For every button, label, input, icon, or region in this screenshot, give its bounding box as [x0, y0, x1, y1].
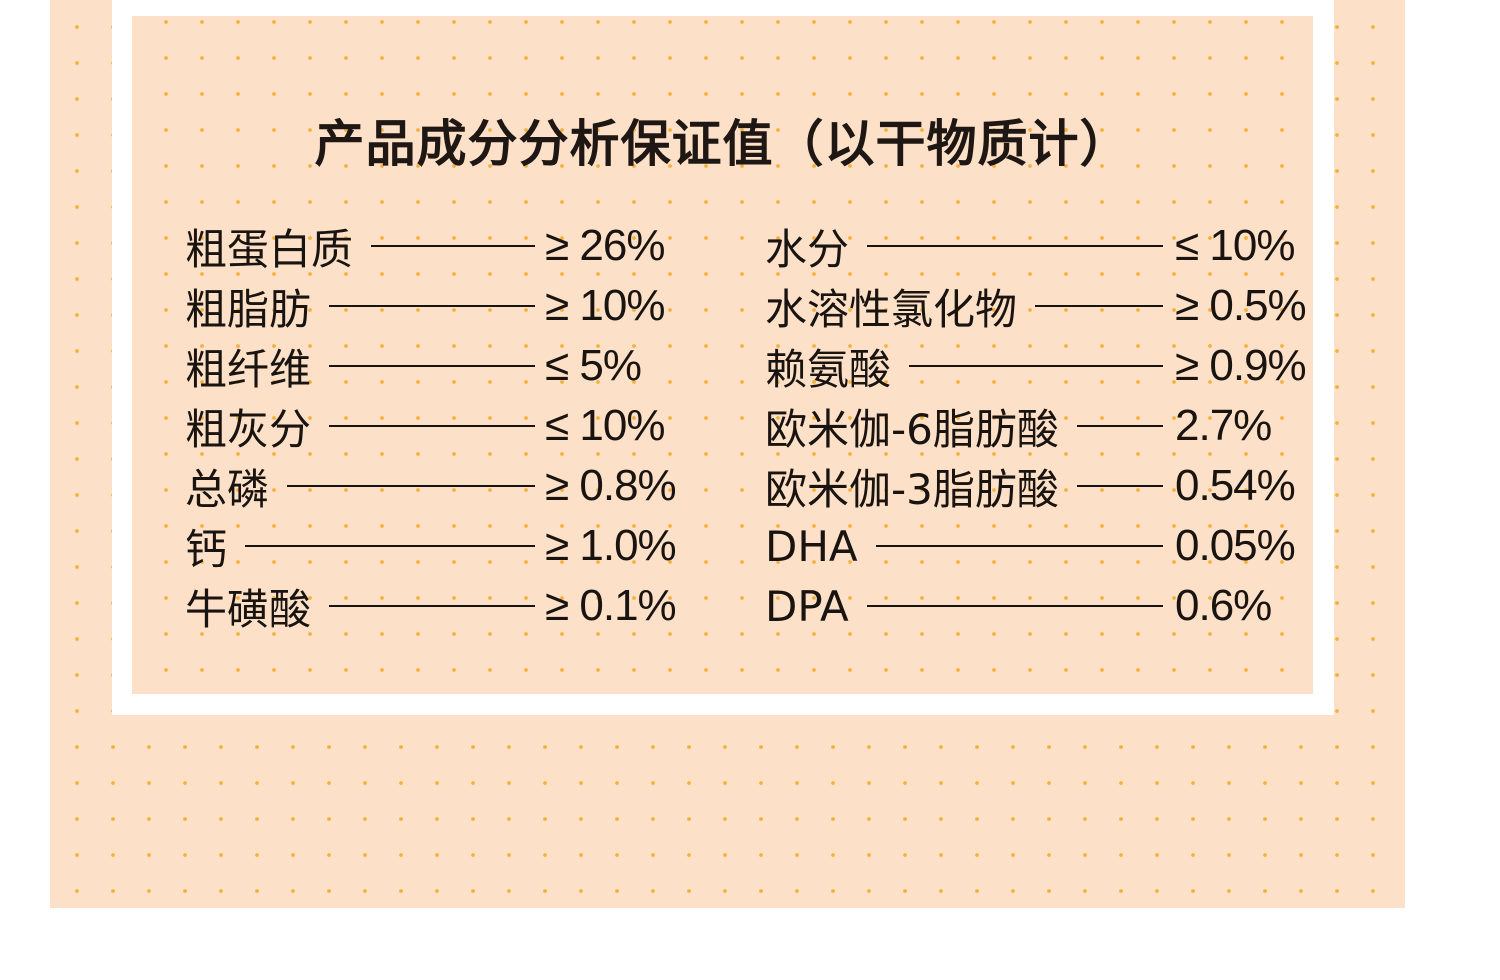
nutrient-value: ≥ 0.9% [1175, 341, 1307, 390]
nutrient-value: ≥ 0.8% [545, 461, 677, 510]
nutrient-value: ≤ 10% [545, 401, 665, 450]
leader-line [1076, 425, 1163, 427]
nutrient-row: 欧米伽-6脂肪酸 2.7% [765, 396, 1305, 456]
nutrient-value: ≥ 0.5% [1175, 281, 1307, 330]
nutrient-row: 粗灰分 ≤ 10% [185, 396, 705, 456]
nutrient-row: DHA 0.05% [765, 516, 1305, 576]
nutrient-row: 钙 ≥ 1.0% [185, 516, 705, 576]
leader-line [1035, 305, 1163, 307]
nutrient-row: 水溶性氯化物 ≥ 0.5% [765, 276, 1307, 336]
nutrient-name: 欧米伽-6脂肪酸 [765, 404, 1059, 454]
nutrient-name: 水溶性氯化物 [765, 284, 1018, 334]
leader-line [329, 605, 535, 607]
nutrient-name: 总磷 [185, 464, 270, 514]
nutrient-name: 粗纤维 [185, 344, 312, 394]
nutrient-name: 粗灰分 [185, 404, 312, 454]
right-nutrient-list: 水分 ≤ 10% 水溶性氯化物 ≥ 0.5% 赖氨酸 ≥ 0.9% 欧米伽-6脂… [765, 216, 1307, 636]
nutrient-value: 0.05% [1175, 521, 1296, 570]
nutrient-row: 赖氨酸 ≥ 0.9% [765, 336, 1307, 396]
leader-line [909, 365, 1163, 367]
nutrient-row: 水分 ≤ 10% [765, 216, 1305, 276]
nutrient-name: DHA [765, 521, 858, 571]
nutrient-name: 粗蛋白质 [185, 224, 354, 274]
nutrient-name: 牛磺酸 [185, 584, 312, 634]
nutrient-name: 粗脂肪 [185, 284, 312, 334]
nutrient-value: ≥ 26% [545, 221, 665, 270]
nutrient-row: 粗蛋白质 ≥ 26% [185, 216, 705, 276]
leader-line [329, 305, 535, 307]
leader-line [287, 485, 535, 487]
nutrient-value: 0.6% [1175, 581, 1272, 630]
panel-title: 产品成分分析保证值（以干物质计） [314, 115, 1131, 173]
nutrient-row: 欧米伽-3脂肪酸 0.54% [765, 456, 1305, 516]
nutrient-value: ≤ 5% [545, 341, 642, 390]
leader-line [1076, 485, 1163, 487]
nutrient-name: 赖氨酸 [765, 344, 892, 394]
nutrient-row: DPA 0.6% [765, 576, 1305, 636]
leader-line [875, 545, 1163, 547]
leader-line [867, 245, 1163, 247]
nutrient-name: DPA [765, 581, 849, 631]
leader-line [329, 425, 535, 427]
nutrient-name: 欧米伽-3脂肪酸 [765, 464, 1059, 514]
leader-line [329, 365, 535, 367]
nutrient-value: ≥ 10% [545, 281, 665, 330]
leader-line [866, 605, 1163, 607]
analysis-panel: 产品成分分析保证值（以干物质计） 粗蛋白质 ≥ 26% 粗脂肪 ≥ 10% 粗纤… [132, 16, 1313, 694]
nutrient-value: ≥ 0.1% [545, 581, 677, 630]
nutrient-row: 总磷 ≥ 0.8% [185, 456, 705, 516]
nutrient-name: 水分 [765, 224, 850, 274]
leader-line [245, 545, 535, 547]
nutrient-value: ≤ 10% [1175, 221, 1295, 270]
nutrient-name: 钙 [185, 524, 228, 574]
nutrient-value: 0.54% [1175, 461, 1296, 510]
nutrient-row: 粗脂肪 ≥ 10% [185, 276, 705, 336]
nutrient-value: 2.7% [1175, 401, 1272, 450]
leader-line [371, 245, 535, 247]
nutrient-row: 粗纤维 ≤ 5% [185, 336, 705, 396]
nutrient-value: ≥ 1.0% [545, 521, 677, 570]
left-nutrient-list: 粗蛋白质 ≥ 26% 粗脂肪 ≥ 10% 粗纤维 ≤ 5% 粗灰分 ≤ 10% … [185, 216, 705, 636]
nutrient-row: 牛磺酸 ≥ 0.1% [185, 576, 705, 636]
